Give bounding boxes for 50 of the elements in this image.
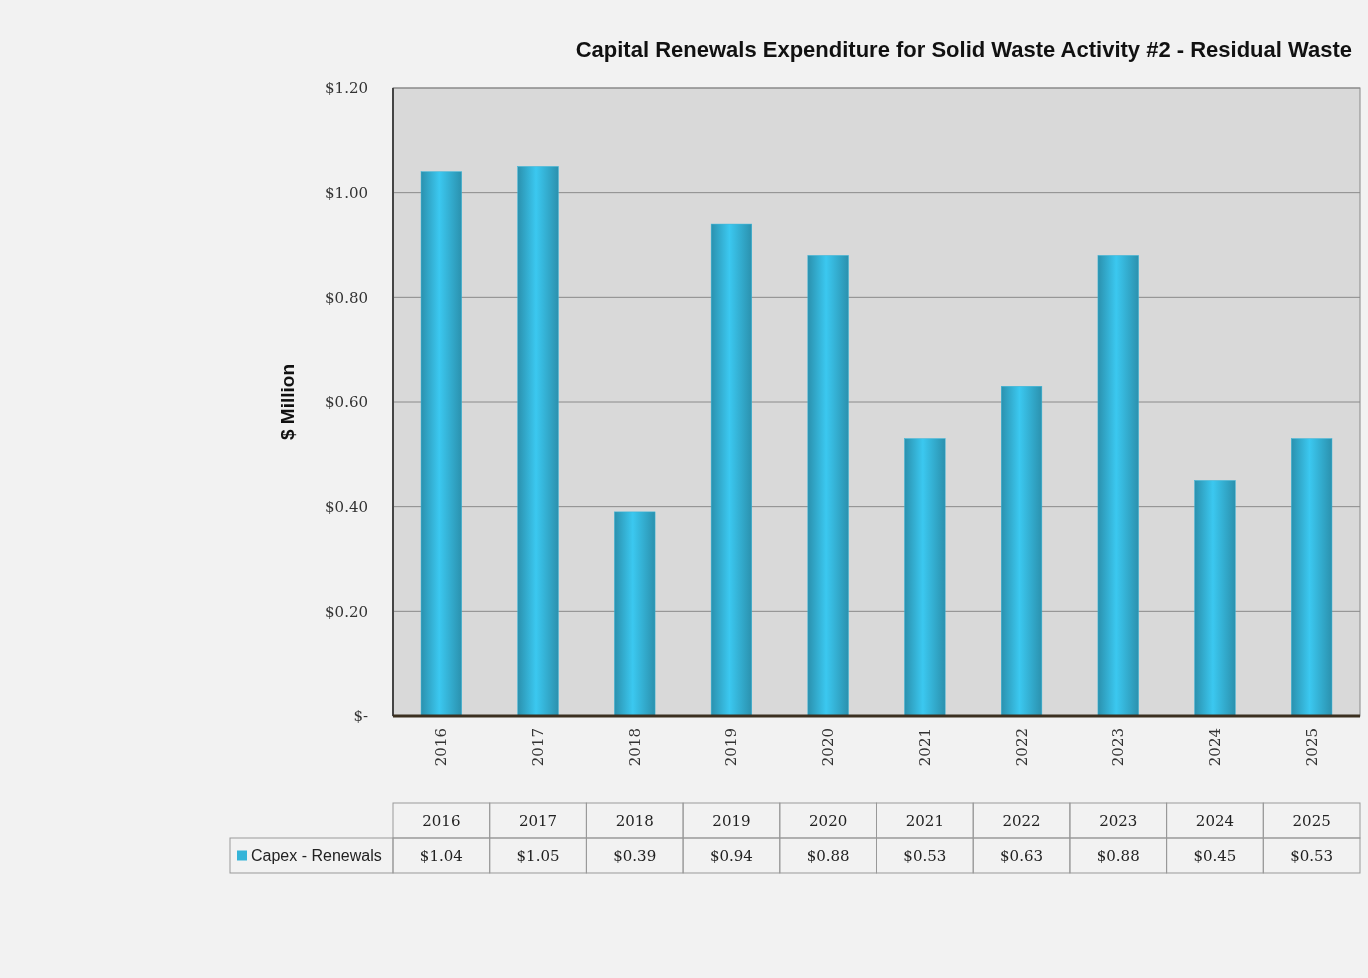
bar <box>1194 480 1236 717</box>
bar <box>1291 438 1333 717</box>
chart-title: Capital Renewals Expenditure for Solid Waste Activity #2 - Residual Waste <box>575 37 1352 62</box>
category-label: 2021 <box>905 811 944 830</box>
data-label: $0.45 <box>1193 846 1237 865</box>
x-tick-label: 2021 <box>915 728 934 767</box>
bar <box>517 166 559 717</box>
category-label: 2023 <box>1099 811 1138 830</box>
data-label: $0.94 <box>709 846 753 865</box>
data-label: $1.04 <box>419 846 463 865</box>
x-tick-label: 2020 <box>819 728 838 767</box>
category-label: 2022 <box>1002 811 1041 830</box>
x-tick-label: 2018 <box>625 728 644 767</box>
y-tick-label: $0.80 <box>325 288 368 307</box>
bar <box>420 171 462 717</box>
y-tick-label: $- <box>353 707 368 726</box>
x-tick-label: 2023 <box>1109 728 1128 767</box>
legend-label: Capex - Renewals <box>251 847 382 865</box>
data-label: $0.63 <box>1000 846 1044 865</box>
category-label: 2024 <box>1195 811 1235 830</box>
bar <box>807 255 849 717</box>
y-tick-label: $1.20 <box>325 79 368 98</box>
bar <box>1000 386 1043 717</box>
bar <box>710 223 753 717</box>
category-label: 2025 <box>1292 811 1331 830</box>
bar <box>1097 255 1139 717</box>
category-label: 2018 <box>615 811 654 830</box>
y-axis-title: $ Million <box>277 364 298 440</box>
x-tick-label: 2022 <box>1012 728 1031 767</box>
y-tick-label: $0.20 <box>325 602 368 621</box>
category-label: 2016 <box>422 811 461 830</box>
x-tick-label: 2017 <box>529 728 548 767</box>
data-label: $0.88 <box>1096 846 1140 865</box>
category-label: 2019 <box>712 811 751 830</box>
data-label: $0.39 <box>613 846 657 865</box>
data-label: $1.05 <box>516 846 560 865</box>
x-tick-label: 2024 <box>1205 728 1224 767</box>
bar <box>614 511 656 717</box>
y-tick-label: $0.60 <box>325 393 368 412</box>
category-label: 2017 <box>518 811 558 830</box>
data-label: $0.53 <box>1290 846 1334 865</box>
category-label: 2020 <box>809 811 848 830</box>
x-tick-label: 2019 <box>722 728 741 767</box>
data-label: $0.88 <box>806 846 850 865</box>
bar <box>904 438 946 717</box>
data-label: $0.53 <box>903 846 947 865</box>
y-tick-label: $0.40 <box>325 497 368 516</box>
x-tick-label: 2025 <box>1302 728 1321 767</box>
x-tick-label: 2016 <box>432 728 451 767</box>
y-tick-label: $1.00 <box>325 183 368 202</box>
